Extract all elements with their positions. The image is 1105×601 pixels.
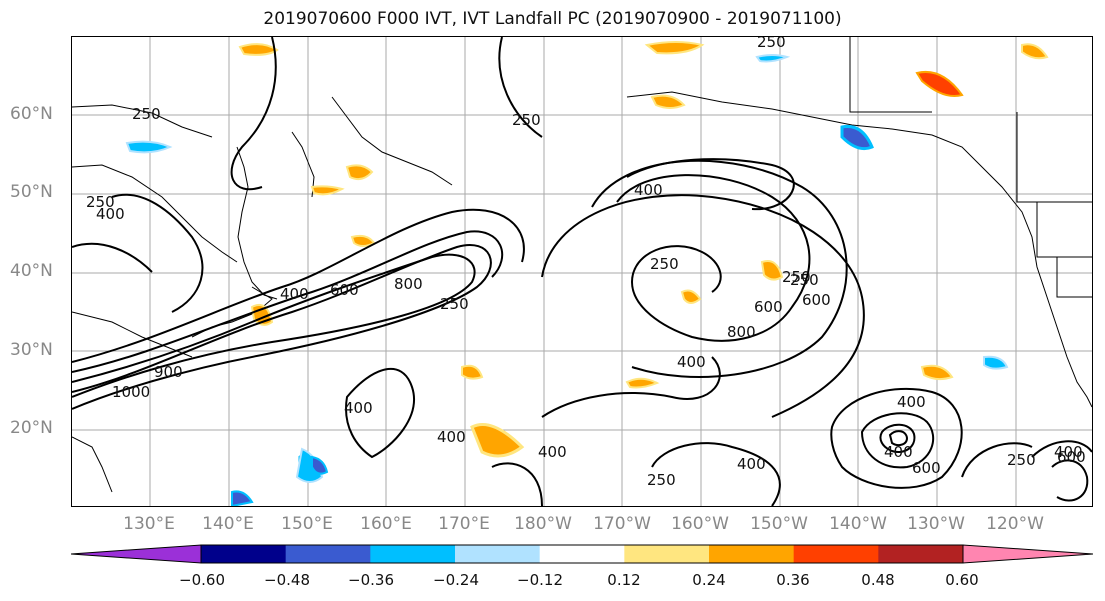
contour-label: 250 xyxy=(1007,451,1036,469)
coastlines xyxy=(72,37,1092,493)
contour-label: 400 xyxy=(677,353,706,371)
lon-label-170w: 170°W xyxy=(593,514,651,534)
colorbar-segment xyxy=(455,545,541,563)
contour-label: 400 xyxy=(1054,443,1083,461)
contour-label: 400 xyxy=(737,455,766,473)
contour-label: 900 xyxy=(154,363,183,381)
contour-label: 250 xyxy=(440,295,469,313)
contour-label: 250 xyxy=(132,105,161,123)
contour-label: 250 xyxy=(86,193,115,211)
colorbar-tick: 0.60 xyxy=(945,571,979,589)
contour-label: 400 xyxy=(538,443,567,461)
lon-label-140w: 140°W xyxy=(829,514,887,534)
contour-label: 250 xyxy=(512,111,541,129)
colorbar-extend-low xyxy=(71,545,201,563)
lat-label-60n: 60°N xyxy=(10,104,53,124)
contour-label: 600 xyxy=(330,281,359,299)
colorbar-tick: −0.36 xyxy=(348,571,394,589)
colorbar-tick: −0.24 xyxy=(433,571,479,589)
lon-label-140e: 140°E xyxy=(202,514,254,534)
contour-label: 250 xyxy=(647,471,676,489)
colorbar-extend-high xyxy=(963,545,1093,563)
contour-label: 250 xyxy=(790,271,819,289)
contour-label: 400 xyxy=(437,428,466,446)
graticule xyxy=(72,37,1092,506)
lon-label-150e: 150°E xyxy=(281,514,333,534)
colorbar-segment xyxy=(370,545,456,563)
colorbar-segment xyxy=(793,545,879,563)
contour-label: 600 xyxy=(802,291,831,309)
colorbar-tick: 0.48 xyxy=(861,571,895,589)
colorbar-tick: 0.24 xyxy=(692,571,726,589)
contour-label: 800 xyxy=(394,275,423,293)
colorbar-segment xyxy=(624,545,710,563)
colorbar-segment xyxy=(539,545,625,563)
colorbar-tick: 0.12 xyxy=(607,571,641,589)
lon-label-160w: 160°W xyxy=(671,514,729,534)
colorbar-segment xyxy=(709,545,795,563)
lat-label-20n: 20°N xyxy=(10,418,53,438)
lon-label-130w: 130°W xyxy=(907,514,965,534)
contour-label: 600 xyxy=(912,459,941,477)
ivt-map-panel: 250 250 250 400 250 400 400 600 800 250 … xyxy=(71,36,1093,507)
colorbar-tick: 0.36 xyxy=(776,571,810,589)
lon-label-180w: 180°W xyxy=(514,514,572,534)
colorbar-tick: −0.48 xyxy=(264,571,310,589)
colorbar-tick: −0.60 xyxy=(179,571,225,589)
pc-shading xyxy=(125,41,1049,506)
contour-label: 250 xyxy=(650,255,679,273)
lat-label-30n: 30°N xyxy=(10,340,53,360)
lon-label-120w: 120°W xyxy=(986,514,1044,534)
lat-label-40n: 40°N xyxy=(10,261,53,281)
contour-label: 400 xyxy=(344,399,373,417)
ivt-map-canvas: 250 250 250 400 250 400 400 600 800 250 … xyxy=(72,37,1092,506)
contour-label: 1000 xyxy=(112,383,150,401)
colorbar-segment xyxy=(878,545,964,563)
colorbar xyxy=(71,544,1093,564)
contour-label: 600 xyxy=(754,298,783,316)
ivt-contours xyxy=(72,37,1092,506)
contour-label: 800 xyxy=(727,323,756,341)
map-title: 2019070600 F000 IVT, IVT Landfall PC (20… xyxy=(263,9,842,29)
lon-label-130e: 130°E xyxy=(123,514,175,534)
contour-label: 250 xyxy=(757,37,786,51)
lon-label-160e: 160°E xyxy=(360,514,412,534)
colorbar-segment xyxy=(201,545,287,563)
contour-label: 400 xyxy=(634,181,663,199)
contour-labels: 250 250 250 400 250 400 400 600 800 250 … xyxy=(86,37,1086,489)
colorbar-segment xyxy=(285,545,371,563)
contour-label: 400 xyxy=(280,285,309,303)
contour-label: 600 xyxy=(1057,448,1086,466)
contour-label: 400 xyxy=(884,443,913,461)
lon-label-150w: 150°W xyxy=(750,514,808,534)
colorbar-tick: −0.12 xyxy=(517,571,563,589)
lon-label-170e: 170°E xyxy=(438,514,490,534)
lat-label-50n: 50°N xyxy=(10,182,53,202)
contour-label: 250 xyxy=(782,268,811,286)
contour-label: 400 xyxy=(96,205,125,223)
contour-label: 400 xyxy=(897,393,926,411)
